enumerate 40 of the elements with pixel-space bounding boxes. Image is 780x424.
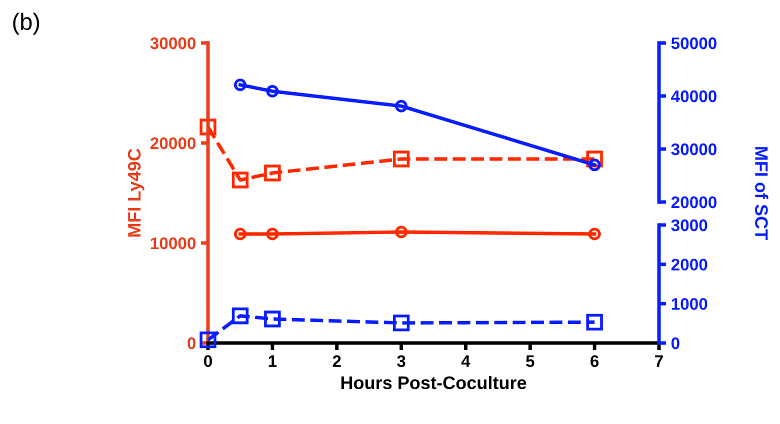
point [395, 100, 408, 112]
y-tick-label: 10000 [150, 237, 196, 250]
y3-tick-label: 30000 [671, 143, 716, 156]
point [264, 164, 281, 182]
point [234, 228, 246, 240]
chart-title: (b) [13, 12, 40, 35]
point [232, 308, 249, 324]
point [200, 118, 216, 136]
point [232, 172, 249, 188]
y3-tick-label: 50000 [671, 37, 716, 50]
point [266, 84, 279, 98]
point [264, 310, 281, 328]
point [588, 228, 601, 240]
point [266, 228, 279, 240]
y-tick-label: 30000 [150, 37, 196, 50]
point [234, 78, 246, 92]
x-tick-label: 7 [655, 355, 663, 367]
y-tick-label: 0 [188, 337, 196, 350]
y2-tick-label: 0 [671, 337, 680, 350]
x-tick-label: 0 [204, 355, 212, 368]
x-tick-label: 4 [461, 355, 470, 367]
y2-axis-title: MFI of SCT [755, 147, 768, 240]
y2-tick-label: 3000 [671, 219, 708, 232]
point [392, 314, 410, 332]
y3-tick-label: 20000 [671, 196, 716, 208]
y-axis-title: MFI Ly49C [128, 148, 144, 237]
x-tick-label: 2 [332, 355, 341, 367]
y-tick-label: 20000 [150, 137, 196, 150]
x-tick-label: 1 [268, 355, 277, 367]
point [200, 332, 216, 348]
y2-tick-label: 2000 [671, 258, 708, 271]
x-tick-label: 3 [397, 355, 406, 368]
x-tick-label: 6 [590, 355, 599, 368]
x-axis-title: Hours Post-Coculture [341, 376, 526, 390]
x-tick-label: 5 [526, 355, 534, 368]
y3-tick-label: 40000 [671, 90, 716, 102]
y2-tick-label: 1000 [672, 298, 708, 310]
point [392, 150, 410, 168]
point [586, 314, 603, 330]
point [395, 226, 408, 238]
